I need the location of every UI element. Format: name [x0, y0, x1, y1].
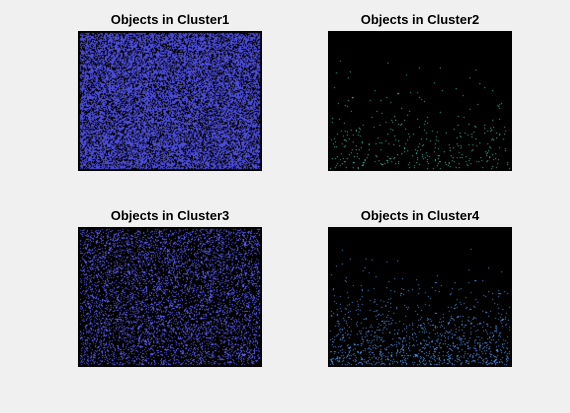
- cluster1-image: [78, 31, 262, 171]
- cluster4-image: [328, 227, 512, 367]
- subplot-title-cluster4: Objects in Cluster4: [360, 208, 480, 223]
- cluster3-image: [78, 227, 262, 367]
- cluster2-image: [328, 31, 512, 171]
- subplot-title-cluster2: Objects in Cluster2: [360, 12, 480, 27]
- subplot-title-cluster1: Objects in Cluster1: [110, 12, 230, 27]
- subplot-title-cluster3: Objects in Cluster3: [110, 208, 230, 223]
